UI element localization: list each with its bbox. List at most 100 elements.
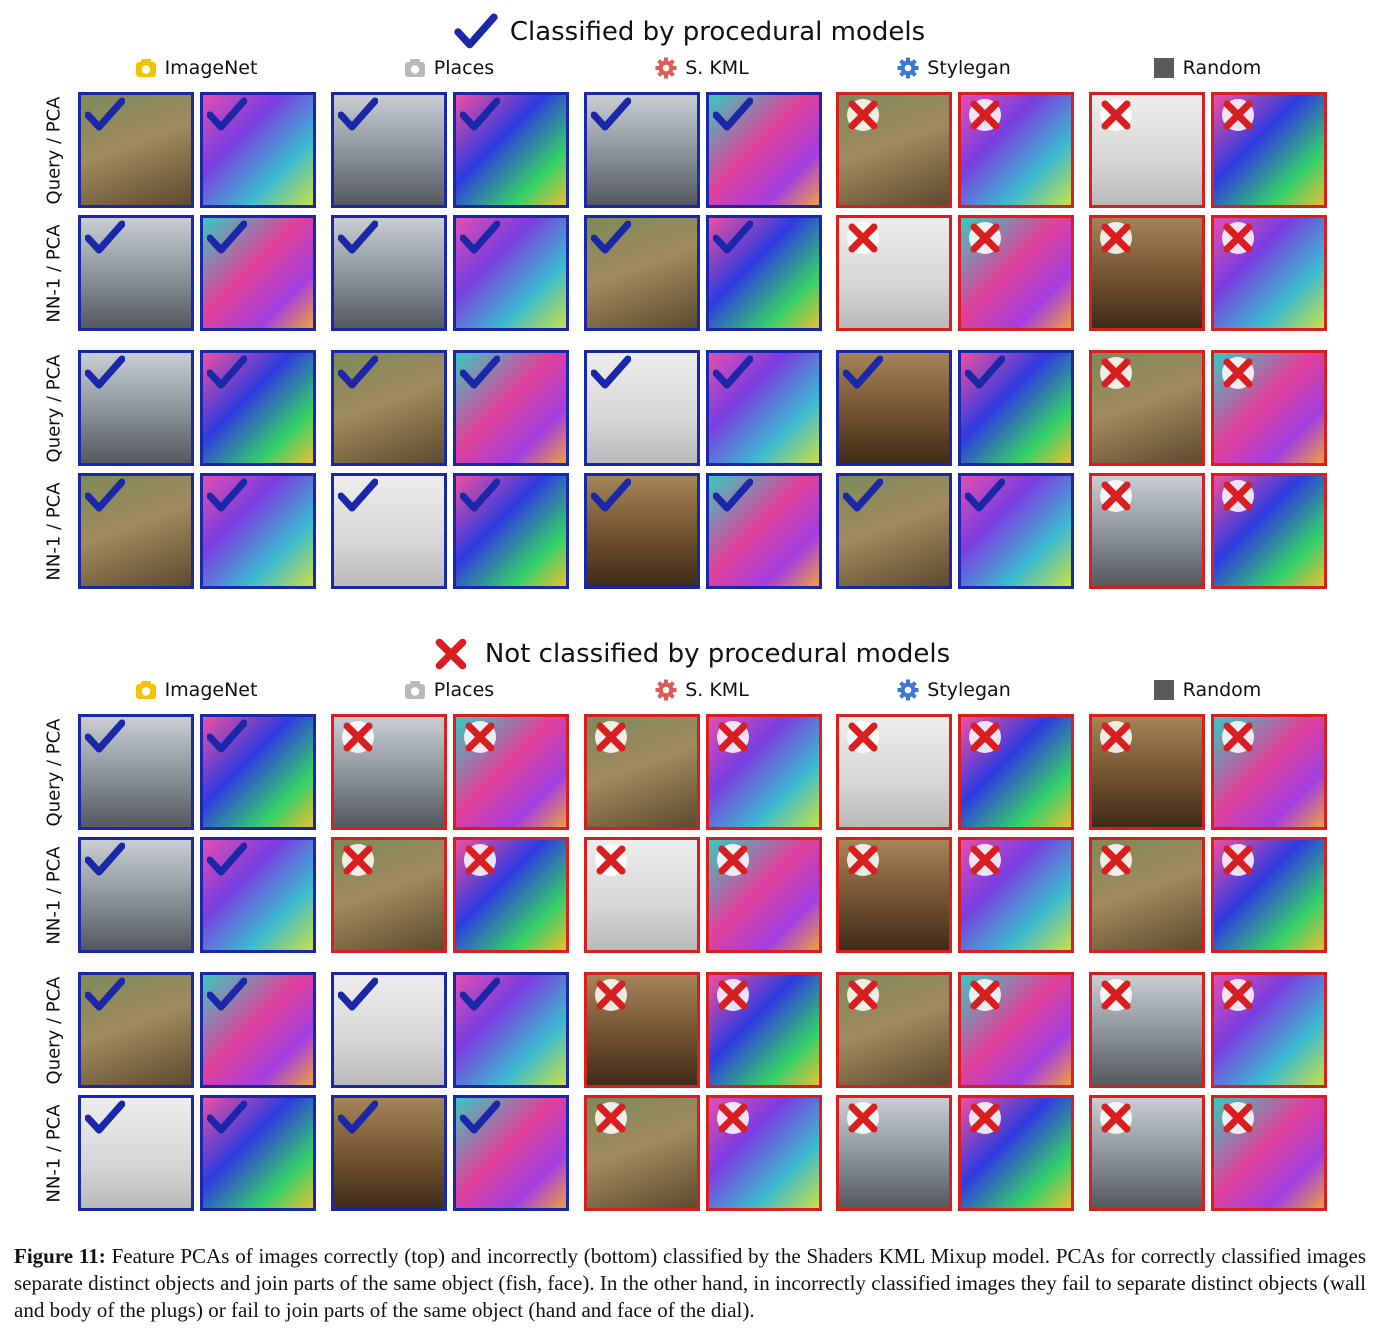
check-icon xyxy=(591,478,631,512)
row-label: Query / PCA xyxy=(34,714,74,830)
nn1-image-tile xyxy=(331,837,447,953)
x-icon xyxy=(1222,357,1254,389)
row-label-text: Query / PCA xyxy=(43,718,65,826)
caption-text: Feature PCAs of images correctly (top) a… xyxy=(14,1244,1366,1322)
check-icon xyxy=(207,355,247,389)
caption-label: Figure 11: xyxy=(14,1244,106,1268)
check-icon xyxy=(338,1100,378,1134)
query-image-tile xyxy=(331,972,447,1088)
pca-image-tile xyxy=(706,350,822,466)
column-label: Places xyxy=(433,679,495,701)
nn1-image-tile xyxy=(1089,215,1205,331)
x-icon xyxy=(969,222,1001,254)
nn1-image-tile xyxy=(331,215,447,331)
pca-image-tile xyxy=(706,92,822,208)
query-image-tile xyxy=(78,350,194,466)
query-image-tile xyxy=(1089,350,1205,466)
x-icon xyxy=(595,979,627,1011)
x-icon xyxy=(1100,480,1132,512)
check-icon xyxy=(85,1100,125,1134)
column-label: Stylegan xyxy=(927,57,1011,79)
check-icon xyxy=(207,719,247,753)
check-icon xyxy=(460,97,500,131)
pca-image-tile xyxy=(200,1095,316,1211)
query-image-tile xyxy=(331,714,447,830)
x-icon xyxy=(1222,480,1254,512)
nn1-image-tile xyxy=(1089,1095,1205,1211)
row-label-text: Query / PCA xyxy=(43,354,65,462)
gear-blue-icon xyxy=(897,679,919,701)
row-label-text: NN-1 / PCA xyxy=(43,481,65,581)
query-image-tile xyxy=(836,350,952,466)
column-header: S. KML xyxy=(584,676,820,704)
x-icon xyxy=(717,721,749,753)
section-title-text: Classified by procedural models xyxy=(509,17,926,47)
gray-square-icon xyxy=(1153,679,1175,701)
nn1-image-tile xyxy=(331,1095,447,1211)
x-icon xyxy=(464,721,496,753)
check-icon xyxy=(338,977,378,1011)
pca-image-tile xyxy=(1211,972,1327,1088)
check-icon xyxy=(460,478,500,512)
query-image-tile xyxy=(1089,972,1205,1088)
column-header: ImageNet xyxy=(78,54,314,82)
row-label: NN-1 / PCA xyxy=(34,215,74,331)
x-icon xyxy=(1222,844,1254,876)
column-header: Places xyxy=(331,54,567,82)
column-header: Random xyxy=(1089,54,1325,82)
row-label-text: Query / PCA xyxy=(43,976,65,1084)
query-image-tile xyxy=(584,92,700,208)
x-icon xyxy=(1222,222,1254,254)
check-icon xyxy=(591,97,631,131)
section-title-text: Not classified by procedural models xyxy=(484,639,951,669)
pca-image-tile xyxy=(200,837,316,953)
pca-image-tile xyxy=(706,972,822,1088)
x-icon xyxy=(1100,844,1132,876)
column-header: ImageNet xyxy=(78,676,314,704)
check-icon xyxy=(85,97,125,131)
check-icon xyxy=(207,478,247,512)
row-label-text: NN-1 / PCA xyxy=(43,845,65,945)
nn1-image-tile xyxy=(584,215,700,331)
check-icon xyxy=(843,355,883,389)
x-icon xyxy=(342,721,374,753)
nn1-image-tile xyxy=(78,473,194,589)
column-label: Random xyxy=(1182,679,1262,701)
gear-blue-icon xyxy=(897,57,919,79)
column-label: S. KML xyxy=(685,57,749,79)
imagenet-icon xyxy=(135,679,157,701)
camera-icon xyxy=(404,57,426,79)
query-image-tile xyxy=(836,714,952,830)
x-icon xyxy=(717,1102,749,1134)
pca-image-tile xyxy=(200,350,316,466)
check-icon xyxy=(454,13,498,49)
query-image-tile xyxy=(1089,714,1205,830)
check-icon xyxy=(338,220,378,254)
pca-image-tile xyxy=(958,473,1074,589)
pca-image-tile xyxy=(958,837,1074,953)
nn1-image-tile xyxy=(836,473,952,589)
row-label-text: Query / PCA xyxy=(43,96,65,204)
row-label: Query / PCA xyxy=(34,972,74,1088)
pca-image-tile xyxy=(200,473,316,589)
nn1-image-tile xyxy=(1089,473,1205,589)
pca-image-tile xyxy=(1211,92,1327,208)
check-icon xyxy=(460,977,500,1011)
nn1-image-tile xyxy=(78,1095,194,1211)
x-icon xyxy=(1100,99,1132,131)
x-icon xyxy=(1222,1102,1254,1134)
x-icon xyxy=(1100,979,1132,1011)
nn1-image-tile xyxy=(331,473,447,589)
x-icon xyxy=(969,1102,1001,1134)
pca-image-tile xyxy=(1211,473,1327,589)
check-icon xyxy=(591,220,631,254)
row-label: NN-1 / PCA xyxy=(34,837,74,953)
x-icon xyxy=(1100,1102,1132,1134)
pca-image-tile xyxy=(200,215,316,331)
pca-image-tile xyxy=(706,714,822,830)
pca-image-tile xyxy=(200,972,316,1088)
pca-image-tile xyxy=(706,473,822,589)
x-icon xyxy=(1100,721,1132,753)
x-icon xyxy=(847,844,879,876)
column-header: Random xyxy=(1089,676,1325,704)
